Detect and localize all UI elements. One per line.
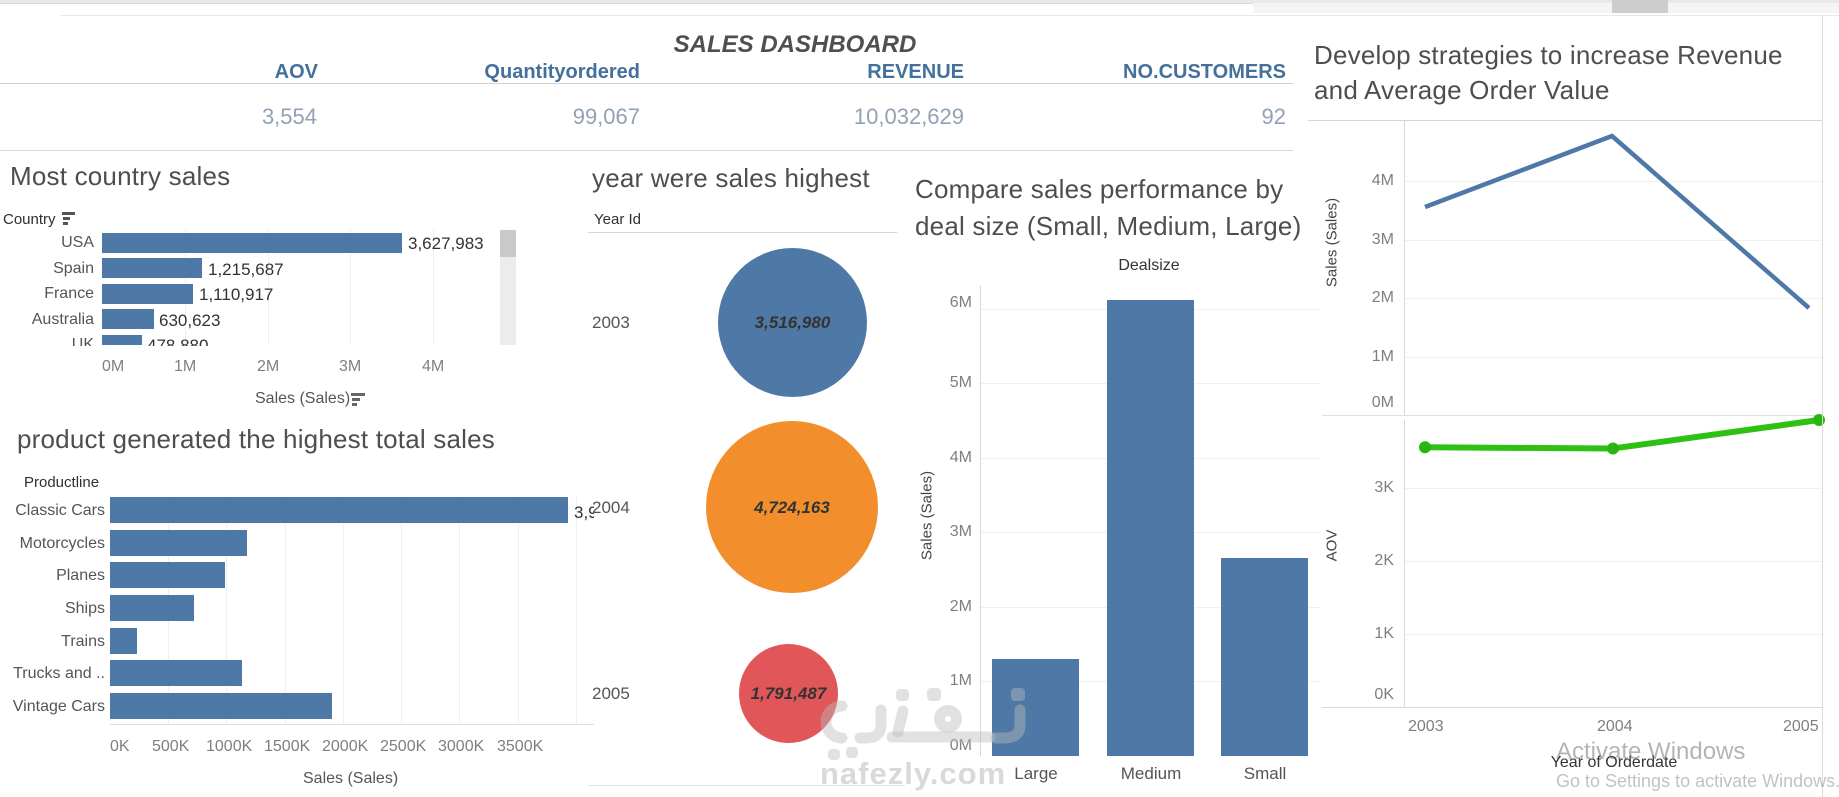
- svg-text:nafezly.com: nafezly.com: [820, 756, 1006, 791]
